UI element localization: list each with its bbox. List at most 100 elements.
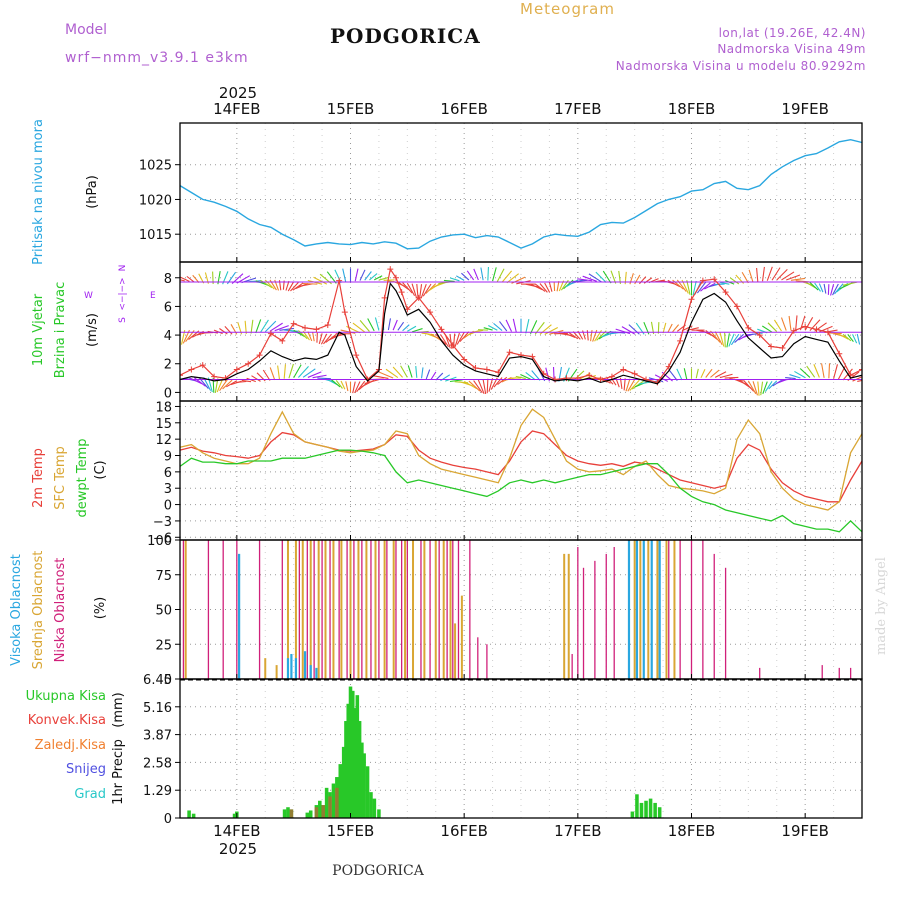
x-tick-label-top: 15FEB — [327, 100, 374, 118]
wind-dir-arrow — [264, 320, 277, 333]
wind-dir-arrow — [832, 283, 839, 296]
wind-dir-arrow — [241, 379, 252, 383]
precip-conv-bar — [335, 787, 339, 818]
precip-conv-bar — [314, 807, 319, 818]
panel-frame-precip — [179, 678, 863, 819]
wind-dir-arrow — [307, 331, 313, 342]
wind-dir-arrow — [186, 275, 195, 283]
wind-dir-arrow — [729, 277, 740, 285]
wind-dir-arrow — [767, 322, 778, 332]
wind-gust-marker — [302, 324, 309, 331]
wind-dir-arrow — [449, 333, 453, 349]
year-bottom: 2025 — [219, 840, 257, 858]
wind-gust-marker — [688, 296, 695, 303]
wind-dir-arrow — [335, 380, 343, 389]
y-tick-label: 6 — [164, 300, 172, 315]
wind-dir-arrow — [260, 279, 273, 289]
wind-gust-marker — [790, 327, 797, 334]
model-label: Model — [65, 22, 107, 38]
wind-dir-arrow — [672, 324, 680, 333]
wind-dir-arrow — [757, 381, 760, 396]
wind-dir-arrow — [719, 331, 725, 347]
wind-dir-arrow — [847, 334, 854, 343]
wind-dir-arrow — [696, 281, 707, 294]
wind-gust-marker — [574, 375, 581, 382]
wind-dir-arrow — [734, 333, 744, 343]
wind-dir-arrow — [515, 375, 526, 380]
wind-dir-arrow — [430, 371, 437, 380]
wind-gust-marker — [506, 349, 513, 356]
wind-dir-arrow — [781, 271, 795, 281]
wind-gust-marker — [199, 362, 206, 369]
wind-dir-arrow — [602, 270, 612, 284]
wind-labels: 10m Vjetar Brzina i Pravac (m/s) N <−|−>… — [31, 265, 156, 379]
wind-dir-arrow — [809, 282, 819, 291]
model-name: wrf−nmm_v3.9.1 e3km — [65, 50, 249, 66]
page-title: PODGORICA — [330, 24, 481, 48]
precip-conv-bar — [289, 809, 294, 818]
wind-dir-arrow — [461, 272, 470, 281]
precip-total-bar — [282, 809, 287, 818]
wind-dir-arrow — [773, 319, 782, 332]
wind-dir-arrow — [588, 273, 602, 283]
wind-dir-arrow — [222, 379, 233, 390]
wind-dir-arrow — [224, 326, 233, 335]
wind-dir-arrow — [496, 268, 505, 282]
temp-label-3: dewpt Temp — [75, 438, 90, 517]
wind-dir-arrow — [623, 378, 626, 391]
y-tick-label: 12 — [155, 433, 172, 448]
precip-total-bar — [341, 746, 346, 818]
wind-dir-arrow — [520, 373, 531, 380]
wind-dir-arrow — [681, 325, 693, 332]
wind-dir-arrow — [726, 333, 730, 348]
cloud-label-3: Niska Oblacnost — [53, 558, 68, 663]
wind-gust-marker — [768, 343, 775, 350]
wind-dir-arrow — [302, 368, 316, 378]
wind-dir-arrow — [480, 267, 484, 281]
wind-dir-arrow — [219, 379, 228, 392]
wind-dir-west: W — [84, 291, 93, 301]
y-tick-label: 0 — [164, 386, 172, 401]
wind-dir-arrow — [856, 333, 861, 345]
wind-dir-arrow — [761, 325, 773, 333]
model-elevation-text: Nadmorska Visina u modelu 80.9292m — [616, 59, 866, 73]
wind-dir-arrow — [302, 282, 318, 285]
wind-dir-arrow — [631, 380, 645, 390]
wind-dir-arrow — [463, 380, 478, 390]
wind-dir-arrow — [615, 377, 620, 388]
wind-dir-arrow — [529, 320, 538, 335]
wind-dir-arrow — [700, 368, 706, 379]
wind-dir-arrow — [719, 373, 733, 379]
precip-total-bar — [360, 742, 364, 818]
wind-dir-arrow — [323, 333, 332, 345]
precip-total-bar — [365, 766, 370, 818]
wind-label-2: Brzina i Pravac — [53, 282, 68, 379]
precip-total-bar — [355, 695, 360, 818]
precip-total-bar — [338, 764, 343, 818]
elevation-text: Nadmorska Visina 49m — [717, 42, 866, 56]
x-tick-label-bottom: 19FEB — [781, 822, 828, 840]
wind-gust-marker — [449, 342, 456, 349]
wind-dir-arrow — [468, 380, 481, 392]
wind-dir-arrow — [373, 275, 383, 281]
wind-gust-marker — [711, 276, 718, 283]
wind-gust-marker — [677, 337, 684, 344]
wind-dir-arrow — [340, 329, 356, 334]
precip-total-bar — [344, 721, 348, 818]
wind-dir-arrow — [534, 283, 546, 292]
x-tick-label-top: 18FEB — [668, 100, 715, 118]
wind-dir-arrow — [269, 367, 276, 381]
precip-total-bar — [639, 802, 644, 818]
wind-gust-marker — [245, 360, 252, 367]
wind-dir-arrow — [505, 319, 513, 332]
cloud-unit: (%) — [93, 597, 108, 620]
y-tick-label: 6 — [164, 466, 172, 481]
wind-dir-arrow — [814, 282, 821, 292]
wind-dir-arrow — [818, 283, 824, 293]
wind-dir-arrow — [852, 334, 858, 344]
wind-dir-arrow — [683, 368, 688, 380]
wind-gust-marker — [586, 372, 593, 379]
wind-dir-arrow — [615, 328, 631, 335]
wind-dir-arrow — [262, 369, 271, 381]
wind-gust-marker — [529, 353, 536, 360]
